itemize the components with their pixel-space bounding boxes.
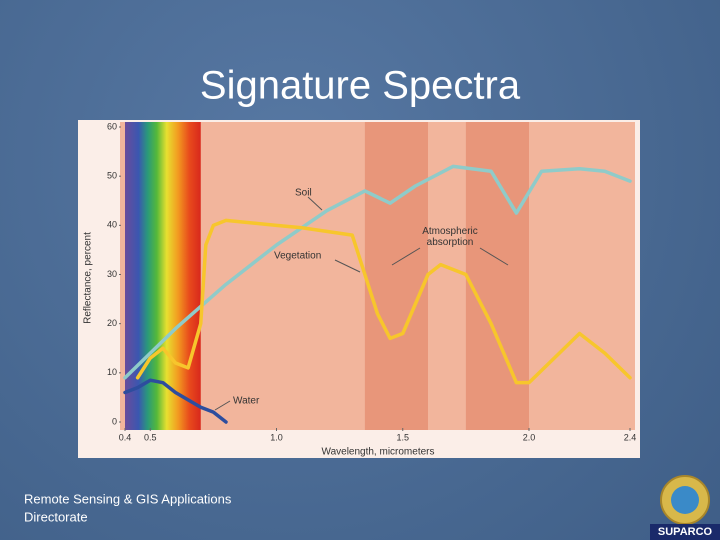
logo: SUPARCO: [650, 475, 720, 540]
footer-line: Remote Sensing & GIS Applications: [24, 491, 232, 506]
leader-line: [479, 247, 509, 266]
y-axis-label: Reflectance, percent: [83, 232, 94, 324]
y-tick-label: 30: [107, 269, 117, 279]
x-tick-label: 0.4: [119, 432, 132, 442]
absorption-band: [465, 122, 529, 430]
annotation: Atmospheric absorption: [422, 226, 478, 248]
y-tick-label: 40: [107, 220, 117, 230]
x-tick-label: 2.4: [624, 432, 637, 442]
slide-title: Signature Spectra: [200, 64, 521, 108]
x-tick-label: 1.5: [396, 432, 409, 442]
x-tick-label: 1.0: [270, 432, 283, 442]
leader-line: [334, 259, 361, 273]
annotation-box: Atmospheric absorption: [422, 226, 478, 248]
x-tick-label: 2.0: [523, 432, 536, 442]
series-label: Water: [233, 396, 260, 407]
logo-text: SUPARCO: [658, 526, 713, 538]
leader-line: [391, 247, 421, 266]
series-line: [135, 218, 632, 385]
y-tick-label: 20: [107, 318, 117, 328]
y-tick-label: 60: [107, 121, 117, 131]
series-label: Vegetation: [274, 251, 321, 262]
leader-line: [214, 400, 231, 411]
x-tick-label: 0.5: [144, 432, 157, 442]
series-label: Soil: [295, 188, 312, 199]
leader-line: [307, 196, 323, 211]
y-tick-label: 50: [107, 171, 117, 181]
y-tick-label: 0: [112, 416, 117, 426]
series-line: [123, 164, 632, 380]
series-line: [123, 378, 228, 424]
absorption-band: [364, 122, 428, 430]
y-tick-label: 10: [107, 367, 117, 377]
x-axis-label: Wavelength, micrometers: [322, 447, 435, 458]
footer-line: Directorate: [24, 509, 88, 524]
